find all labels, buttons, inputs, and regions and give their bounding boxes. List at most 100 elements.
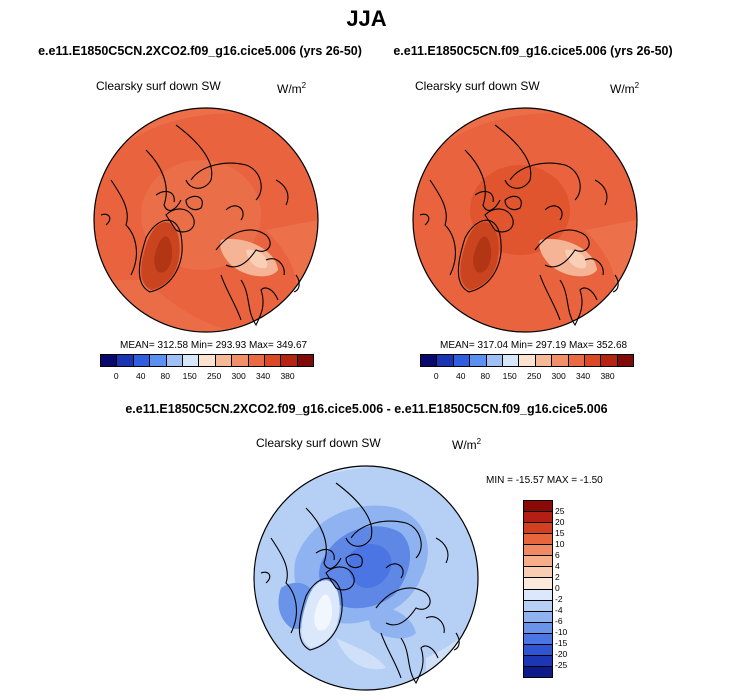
colorbar-tick-label: 2 (555, 572, 560, 582)
panel1-stats: MEAN= 312.58 Min= 293.93 Max= 349.67 (120, 340, 308, 351)
colorbar-swatch (524, 523, 552, 535)
panel3-map (253, 465, 479, 691)
colorbar-swatch (524, 578, 552, 590)
colorbar-swatch (524, 512, 552, 524)
colorbar-swatch (150, 355, 167, 366)
panel3-units-sup: 2 (476, 437, 482, 446)
panel3-units-text: W/m (452, 438, 477, 452)
colorbar-swatch (470, 355, 487, 366)
panel3-stats: MIN = -15.57 MAX = -1.50 (486, 475, 603, 486)
colorbar-swatch (117, 355, 134, 366)
colorbar-tick-label: 20 (555, 517, 565, 527)
panel2-colorbar (420, 354, 634, 367)
colorbar-tick-label: 40 (136, 371, 146, 381)
colorbar-swatch (524, 633, 552, 645)
colorbar-swatch (519, 355, 536, 366)
colorbar-swatch (524, 655, 552, 667)
colorbar-tick-label: 380 (280, 371, 295, 381)
colorbar-swatch (502, 355, 520, 366)
colorbar-tick-label: 300 (551, 371, 566, 381)
panel2-colorbar-ticks: 0 40 80 150 250 300 340 380 (420, 371, 632, 383)
colorbar-swatch (437, 355, 454, 366)
panel3-colorbar-ticks: 25 20 15 10 6 4 2 0 -2 -4 -6 -10 -15 -20 -25 (555, 500, 585, 676)
panel1-units-sup: 2 (301, 81, 307, 90)
colorbar-tick-label: 80 (160, 371, 170, 381)
colorbar-tick-label: 150 (502, 371, 517, 381)
panel2-units: W/m2 (610, 81, 639, 96)
colorbar-swatch (524, 666, 552, 677)
colorbar-swatch (421, 355, 438, 366)
colorbar-swatch (182, 355, 200, 366)
colorbar-swatch (133, 355, 151, 366)
panel1-units: W/m2 (277, 81, 306, 96)
colorbar-swatch (232, 355, 249, 366)
panel1-units-text: W/m (277, 82, 302, 96)
panel2-units-sup: 2 (634, 81, 640, 90)
colorbar-tick-label: 15 (555, 528, 565, 538)
colorbar-swatch (617, 355, 634, 366)
colorbar-swatch (101, 355, 118, 366)
panel2-units-text: W/m (610, 82, 635, 96)
colorbar-swatch (524, 600, 552, 612)
colorbar-tick-label: -6 (555, 616, 563, 626)
colorbar-swatch (297, 355, 314, 366)
colorbar-swatch (601, 355, 618, 366)
colorbar-tick-label: -25 (555, 660, 568, 670)
colorbar-swatch (584, 355, 602, 366)
panel1-title: e.e11.E1850C5CN.2XCO2.f09_g16.cice5.006 … (38, 44, 362, 58)
panel1-variable-label: Clearsky surf down SW (96, 79, 221, 93)
colorbar-swatch (568, 355, 585, 366)
colorbar-swatch (524, 545, 552, 557)
colorbar-swatch (524, 622, 552, 634)
panel2-variable-label: Clearsky surf down SW (415, 79, 540, 93)
panel2-map (412, 107, 638, 333)
colorbar-tick-label: 380 (600, 371, 615, 381)
colorbar-tick-label: -10 (555, 627, 568, 637)
colorbar-swatch (552, 355, 569, 366)
season-title: JJA (346, 6, 387, 31)
colorbar-tick-label: 80 (480, 371, 490, 381)
panel1-colorbar (100, 354, 314, 367)
colorbar-tick-label: 340 (255, 371, 271, 381)
colorbar-tick-label: 250 (207, 371, 222, 381)
colorbar-tick-label: 150 (182, 371, 197, 381)
colorbar-tick-label: -15 (555, 638, 568, 648)
panel3-variable-label: Clearsky surf down SW (256, 436, 381, 450)
colorbar-tick-label: 0 (113, 371, 119, 381)
colorbar-swatch (281, 355, 298, 366)
colorbar-swatch (199, 355, 216, 366)
colorbar-tick-label: 300 (231, 371, 246, 381)
colorbar-swatch (524, 644, 552, 656)
colorbar-tick-label: 40 (456, 371, 466, 381)
colorbar-tick-label: 25 (555, 506, 565, 516)
colorbar-tick-label: 4 (555, 561, 560, 571)
colorbar-tick-label: 10 (555, 539, 565, 549)
colorbar-tick-label: -4 (555, 605, 563, 615)
panel1-colorbar-ticks: 0 40 80 150 250 300 340 380 (100, 371, 312, 383)
panel2-stats: MEAN= 317.04 Min= 297.19 Max= 352.68 (440, 340, 628, 351)
panel3-units: W/m2 (452, 437, 481, 452)
colorbar-swatch (535, 355, 553, 366)
colorbar-swatch (524, 567, 552, 579)
colorbar-swatch (248, 355, 265, 366)
colorbar-swatch (524, 556, 552, 568)
colorbar-swatch (524, 534, 552, 546)
panel3-colorbar (523, 500, 553, 678)
colorbar-swatch (524, 589, 552, 601)
diff-title: e.e11.E1850C5CN.2XCO2.f09_g16.cice5.006 … (125, 402, 608, 416)
colorbar-swatch (215, 355, 233, 366)
panel1-map (93, 107, 319, 333)
colorbar-tick-label: -20 (555, 649, 568, 659)
colorbar-tick-label: 6 (555, 550, 560, 560)
colorbar-tick-label: 0 (433, 371, 439, 381)
colorbar-swatch (453, 355, 471, 366)
colorbar-swatch (264, 355, 282, 366)
panel2-title: e.e11.E1850C5CN.f09_g16.cice5.006 (yrs 2… (393, 44, 673, 58)
colorbar-tick-label: -2 (555, 594, 563, 604)
colorbar-swatch (166, 355, 183, 366)
colorbar-tick-label: 340 (575, 371, 591, 381)
colorbar-swatch (524, 501, 552, 513)
colorbar-swatch (524, 611, 552, 623)
colorbar-tick-label: 250 (527, 371, 542, 381)
colorbar-tick-label: 0 (555, 583, 560, 593)
